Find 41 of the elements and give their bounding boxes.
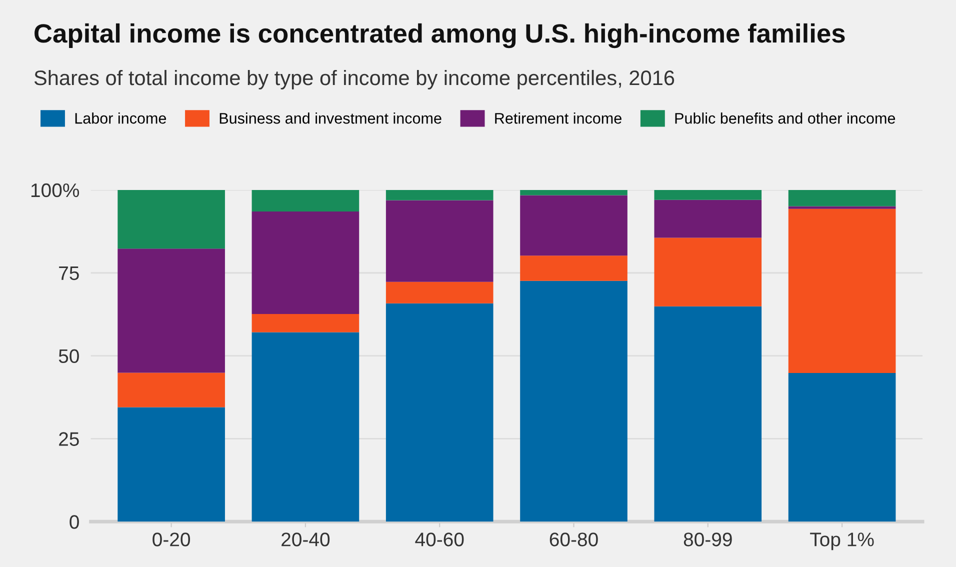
- bar: [788, 208, 896, 374]
- x-tick-label: 0-20: [152, 532, 190, 546]
- bar: [252, 190, 360, 212]
- bar: [654, 190, 762, 200]
- bar: [386, 282, 494, 304]
- bar: [386, 190, 494, 200]
- bar: [788, 206, 896, 209]
- bar: [118, 407, 225, 522]
- y-tick-label: 50: [58, 349, 79, 364]
- bar: [252, 332, 360, 522]
- y-tick-label: 25: [59, 432, 79, 446]
- x-tick-label: Top 1%: [810, 532, 874, 550]
- x-tick-label: 60-80: [550, 532, 598, 546]
- x-tick-label: 80-99: [684, 532, 732, 546]
- bar: [788, 190, 896, 206]
- bar: [386, 303, 494, 522]
- bar: [520, 280, 628, 522]
- legend-label: Retirement income: [495, 112, 622, 124]
- bar: [788, 373, 896, 522]
- bar: [118, 372, 225, 408]
- bar: [654, 238, 762, 306]
- y-tick-label: 100%: [31, 183, 80, 198]
- x-tick-label: 20-40: [282, 532, 330, 546]
- bar: [654, 306, 762, 522]
- chart-subtitle: Shares of total income by type of income by income percentiles, 2016: [34, 70, 674, 90]
- legend-label: Business and investment income: [220, 112, 442, 124]
- bar: [386, 200, 494, 282]
- bar: [118, 190, 225, 249]
- x-tick-label: 40-60: [415, 532, 464, 546]
- bar: [520, 190, 628, 196]
- chart-title: Capital income is concentrated among U.S. high-income families: [34, 23, 845, 48]
- bar: [252, 212, 360, 314]
- bar: [654, 200, 762, 238]
- y-tick-label: 75: [59, 266, 79, 280]
- bar: [118, 248, 225, 373]
- legend-label: Public benefits and other income: [675, 112, 896, 124]
- bar: [520, 256, 628, 281]
- bar: [520, 195, 628, 256]
- y-tick-label: 0: [70, 515, 79, 529]
- legend-label: Labor income: [75, 112, 166, 124]
- bar: [252, 314, 360, 332]
